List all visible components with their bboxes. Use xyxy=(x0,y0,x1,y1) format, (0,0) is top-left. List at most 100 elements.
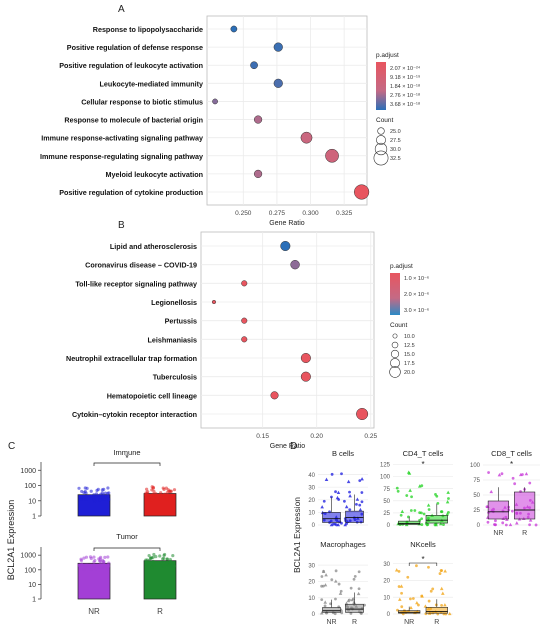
y-tick-label: 0 xyxy=(312,523,316,529)
jitter-point xyxy=(348,494,352,498)
significance-star: * xyxy=(510,460,513,469)
color-legend-label: 2.07 × 10⁻²⁴ xyxy=(390,65,421,72)
jitter-point xyxy=(172,564,177,568)
jitter-point xyxy=(77,563,81,567)
jitter-point xyxy=(411,597,415,600)
jitter-point xyxy=(95,565,99,569)
jitter-point xyxy=(398,597,402,601)
y-tick-label: 25 xyxy=(473,508,480,514)
jitter-point xyxy=(440,591,445,595)
jitter-point xyxy=(169,561,173,565)
x-tick-label: 0.250 xyxy=(235,210,252,217)
jitter-point xyxy=(164,562,168,567)
jitter-point xyxy=(434,603,438,607)
y-tick-label: 10 xyxy=(308,596,315,602)
jitter-point xyxy=(323,604,327,608)
jitter-point xyxy=(84,563,88,567)
category-label: Neutrophil extracellular trap formation xyxy=(66,354,197,363)
jitter-point xyxy=(443,569,447,573)
jitter-point xyxy=(336,490,341,495)
jitter-point xyxy=(172,488,177,492)
significance-star: * xyxy=(421,460,424,469)
category-label: Tuberculosis xyxy=(153,373,197,382)
jitter-point xyxy=(356,591,361,596)
jitter-point xyxy=(395,486,399,490)
jitter-point xyxy=(162,495,166,499)
x-tick-label: 0.325 xyxy=(336,210,353,217)
jitter-point xyxy=(344,504,349,509)
y-tick-label: 75 xyxy=(473,478,480,484)
x-tick-label: 0.300 xyxy=(302,210,319,217)
jitter-point xyxy=(418,511,422,515)
color-legend-label: 2.0 × 10⁻⁶ xyxy=(404,291,429,298)
x-tick-label: 0.20 xyxy=(310,433,323,440)
jitter-point xyxy=(95,488,99,493)
jitter-point xyxy=(103,497,107,501)
jitter-point xyxy=(147,496,151,500)
size-legend-title: Count xyxy=(390,322,408,329)
data-point xyxy=(212,98,218,105)
jitter-point xyxy=(322,569,325,573)
bar xyxy=(77,562,111,600)
jitter-point xyxy=(82,497,86,501)
x-tick-label: R xyxy=(157,607,163,616)
jitter-point xyxy=(147,553,151,558)
size-legend-circle xyxy=(390,358,400,368)
box xyxy=(514,491,536,520)
y-tick-label: 1 xyxy=(32,597,36,604)
panel-b-dotplot: 0.15 0.20 0.25 Lipid and atherosclerosis Cor… xyxy=(66,231,429,450)
jitter-point xyxy=(158,497,162,501)
category-label: Immune response-regulating signaling pat… xyxy=(40,152,203,161)
jitter-point xyxy=(339,589,343,593)
jitter-point xyxy=(320,505,324,509)
jitter-point xyxy=(107,564,111,568)
y-tick-label: 10 xyxy=(308,511,315,517)
size-legend-circle xyxy=(390,349,400,359)
jitter-point xyxy=(98,498,102,502)
jitter-point xyxy=(486,520,490,524)
category-label: Legionellosis xyxy=(151,298,197,307)
y-tick-label: 50 xyxy=(473,493,480,499)
x-tick-label: R xyxy=(352,619,357,626)
y-tick-label: 100 xyxy=(24,483,36,490)
jitter-point xyxy=(348,598,351,602)
jitter-point xyxy=(445,512,450,516)
jitter-point xyxy=(93,558,97,563)
jitter-point xyxy=(501,521,505,525)
x-tick-label: R xyxy=(522,530,527,537)
jitter-point xyxy=(92,555,96,559)
category-label: Positive regulation of leukocyte activat… xyxy=(59,61,203,70)
jitter-point xyxy=(334,597,337,601)
category-label: Positive regulation of defense response xyxy=(67,43,203,52)
jitter-point xyxy=(159,491,163,495)
jitter-point xyxy=(439,586,444,591)
jitter-point xyxy=(319,611,324,615)
y-tick-label: 25 xyxy=(383,511,390,517)
jitter-point xyxy=(338,591,343,595)
jitter-point xyxy=(528,523,532,527)
y-tick-label: 100 xyxy=(470,463,481,469)
size-legend-circle xyxy=(376,135,386,145)
jitter-point xyxy=(360,477,364,481)
jitter-point xyxy=(406,575,410,579)
jitter-point xyxy=(426,523,430,526)
category-label: Pertussis xyxy=(165,317,197,326)
jitter-point xyxy=(94,492,99,496)
size-legend-label: 20.0 xyxy=(404,370,415,376)
color-legend-label: 1.84 × 10⁻¹⁸ xyxy=(390,83,420,90)
jitter-point xyxy=(100,488,104,492)
jitter-point xyxy=(107,561,111,565)
jitter-point xyxy=(89,567,93,572)
size-legend-circle xyxy=(389,366,401,378)
jitter-point xyxy=(321,584,325,588)
jitter-point xyxy=(360,491,364,494)
jitter-point xyxy=(107,491,111,495)
y-tick-label: 100 xyxy=(380,475,391,481)
data-point xyxy=(241,280,248,287)
jitter-point xyxy=(165,498,169,502)
jitter-point xyxy=(447,497,450,500)
jitter-point xyxy=(150,485,154,489)
y-axis-label: BCL2A1 Expression xyxy=(292,497,302,573)
category-label: Response to lipopolysaccharide xyxy=(93,25,203,34)
size-legend-label: 12.5 xyxy=(404,343,415,349)
